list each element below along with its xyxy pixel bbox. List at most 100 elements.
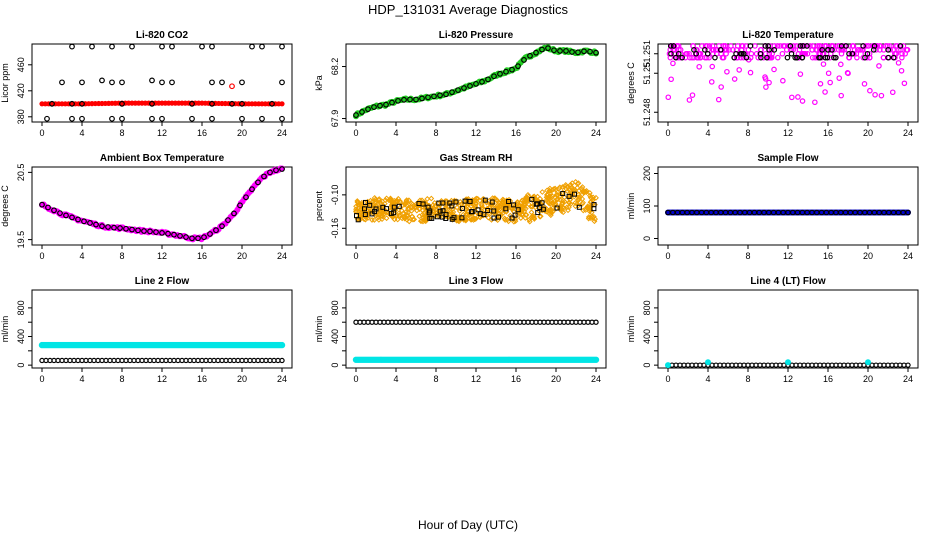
data-point (141, 228, 147, 234)
x-tick-label: 4 (79, 251, 84, 261)
data-point (857, 47, 863, 53)
data-point (509, 206, 516, 213)
data-point (279, 79, 285, 86)
data-point (69, 115, 75, 122)
data-point (400, 214, 407, 220)
data-point (189, 100, 195, 107)
data-point (544, 195, 551, 202)
data-point (69, 43, 75, 50)
data-point (762, 43, 769, 49)
data-point (509, 66, 515, 73)
data-point (870, 47, 877, 53)
data-point (822, 89, 828, 95)
data-point (515, 207, 521, 213)
data-point (105, 224, 111, 230)
data-point (394, 216, 401, 223)
y-tick-label: 20.5 (16, 164, 26, 182)
x-tick-label: 8 (119, 251, 124, 261)
data-point (377, 102, 383, 109)
data-point (219, 223, 225, 230)
data-point (720, 54, 727, 61)
data-point (500, 205, 506, 212)
y-axis-label: Licor ppm (0, 63, 10, 103)
data-point (731, 54, 737, 61)
data-point (189, 115, 195, 122)
data-point (902, 50, 908, 57)
panel-1: Li-820 Pressure kPa 0 4 8 12 16 20 24 67.9 68.2 (314, 30, 607, 138)
data-point (771, 66, 777, 73)
x-tick-label: 12 (471, 128, 481, 138)
data-point (898, 67, 905, 74)
x-tick-label: 24 (277, 374, 287, 384)
data-point (862, 54, 868, 61)
data-point (79, 100, 85, 107)
data-point (159, 43, 165, 50)
data-point (799, 98, 806, 104)
panel-0: Li-820 CO2 Licor ppm 0 4 8 12 16 20 24 380 420 460 (0, 30, 293, 138)
data-point (779, 50, 786, 57)
data-point (517, 215, 524, 221)
data-point (229, 83, 235, 90)
data-point (171, 231, 177, 238)
data-point (861, 81, 868, 87)
data-point (461, 85, 467, 91)
data-point (380, 204, 386, 210)
data-point (63, 212, 69, 219)
x-tick-label: 12 (157, 251, 167, 261)
data-point (93, 221, 99, 228)
y-tick-label: 68.2 (330, 58, 340, 76)
data-point (129, 43, 135, 50)
data-point (820, 61, 827, 67)
data-point (372, 208, 378, 214)
data-point (239, 79, 245, 86)
x-tick-label: 0 (39, 251, 44, 261)
data-point (129, 226, 135, 233)
data-point (443, 91, 449, 98)
data-point (396, 210, 402, 217)
data-point (549, 193, 556, 200)
data-point (416, 205, 423, 212)
panel-title: Li-820 Pressure (439, 30, 514, 41)
data-point (689, 54, 695, 61)
data-point (567, 201, 574, 207)
data-point (503, 206, 509, 212)
data-point (831, 54, 837, 61)
data-point (463, 203, 470, 210)
data-point (557, 48, 563, 54)
data-point (581, 48, 587, 55)
data-point (447, 211, 453, 218)
data-point (799, 54, 806, 61)
x-tick-label: 12 (157, 128, 167, 138)
data-point (149, 100, 155, 107)
data-point (824, 54, 831, 61)
data-point (353, 112, 359, 118)
data-point (889, 89, 896, 96)
data-point (774, 43, 781, 49)
data-point (574, 184, 581, 191)
x-tick-label: 0 (665, 128, 670, 138)
plot-frame (31, 43, 293, 123)
data-point (69, 214, 75, 221)
x-tick-label: 4 (79, 374, 84, 384)
data-point (563, 185, 569, 192)
data-point (835, 43, 841, 49)
data-point (836, 75, 843, 81)
x-tick-label: 16 (823, 374, 833, 384)
y-tick-label: 19.5 (16, 231, 26, 249)
y-tick-label: 200 (642, 166, 652, 181)
data-point (249, 186, 255, 193)
panel-title: Li-820 Temperature (742, 30, 834, 41)
x-tick-label: 8 (433, 251, 438, 261)
data-point (279, 166, 285, 172)
plot-frame (31, 289, 293, 369)
x-tick-label: 24 (277, 128, 287, 138)
data-point (369, 207, 376, 213)
data-point (473, 195, 480, 202)
data-point (491, 210, 498, 217)
data-point (827, 47, 833, 53)
data-point (367, 202, 373, 208)
y-tick-label: 100 (642, 198, 652, 213)
data-point (378, 208, 385, 215)
data-point (459, 205, 465, 211)
data-point (825, 70, 832, 77)
